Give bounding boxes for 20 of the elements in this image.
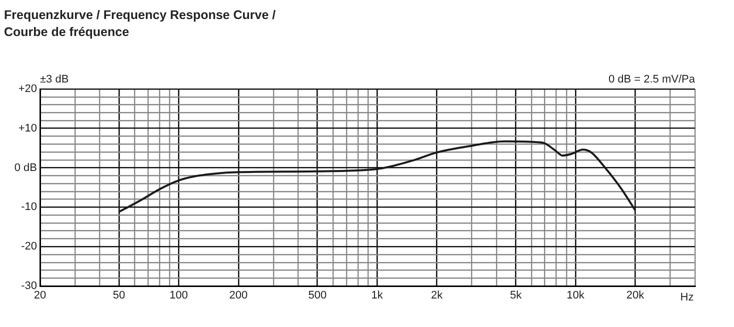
x-tick-label: 100: [170, 290, 188, 302]
x-tick-label: 5k: [510, 290, 522, 302]
x-tick-label: 10k: [566, 290, 585, 302]
x-tick-label: 1k: [371, 290, 384, 302]
y-tick-label: 0 dB: [14, 162, 37, 174]
x-tick-label: 20: [34, 290, 46, 302]
x-tick-label: 2k: [431, 290, 444, 302]
y-tick-label: -20: [21, 240, 37, 253]
chart-title: Frequenzkurve / Frequency Response Curve / Courbe de fréquence: [4, 7, 277, 41]
text: ±3 dB: [40, 74, 69, 86]
x-tick-label: 200: [229, 290, 248, 302]
x-tick-label: 500: [308, 290, 327, 302]
x-tick-label: 50: [112, 290, 126, 302]
y-tick-label: -10: [21, 201, 37, 214]
x-axis-title: Hz: [680, 292, 694, 304]
text: 0 dB = 2.5 mV/Pa: [608, 74, 696, 86]
y-tick-label: +20: [18, 83, 37, 96]
x-tick-label: 20k: [626, 290, 645, 302]
y-tick-label: +10: [18, 122, 37, 134]
y-tick-label: -30: [21, 280, 37, 292]
